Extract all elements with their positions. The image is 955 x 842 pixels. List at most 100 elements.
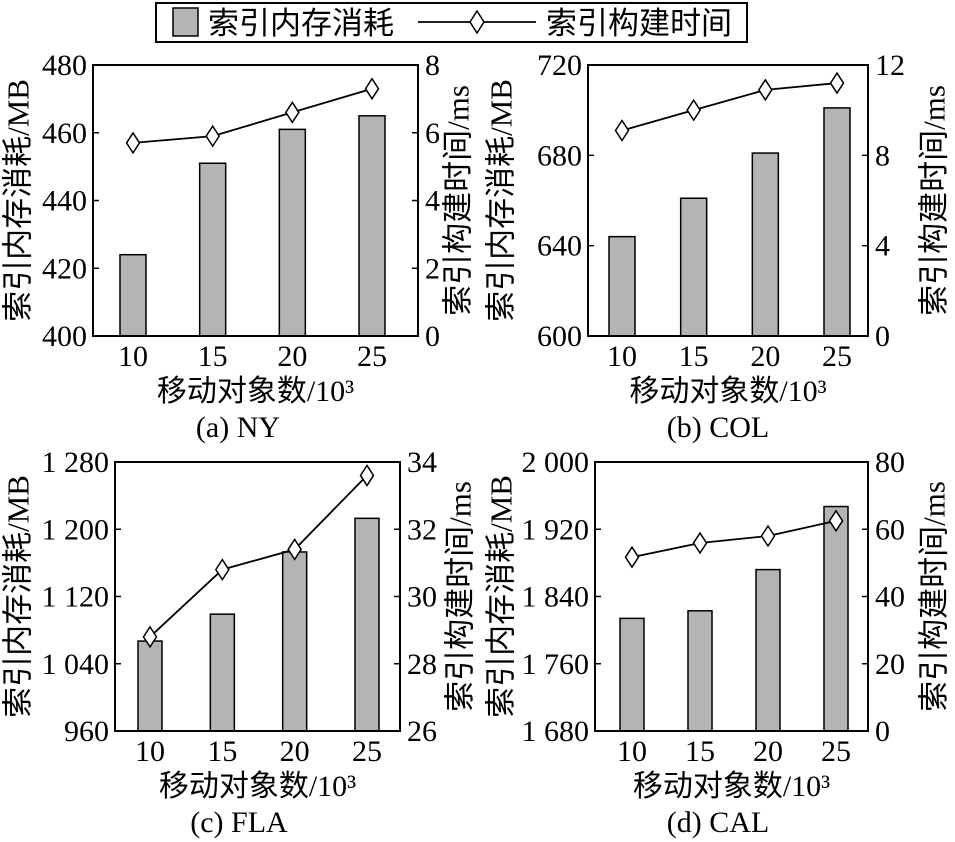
build-time-marker-10 xyxy=(142,625,158,649)
right-tick-label: 26 xyxy=(407,715,437,748)
memory-bar-20 xyxy=(278,128,307,337)
chart-panel-d: 1 680 1 760 1 840 1 920 2 000 0 20 40 60 80 10 15 20… xyxy=(484,446,952,839)
build-time-line xyxy=(132,87,373,144)
left-tick-label: 1 200 xyxy=(42,513,110,546)
build-time-marker-15 xyxy=(686,98,702,122)
x-axis-title: 移动对象数/10³ xyxy=(157,375,354,408)
legend-bar-label: 索引内存消耗 xyxy=(208,6,394,41)
x-tick-label: 25 xyxy=(822,340,852,373)
memory-bar-20 xyxy=(751,152,780,337)
build-time-marker-20 xyxy=(287,538,303,561)
legend-line-label: 索引构建时间 xyxy=(546,6,732,41)
build-time-line xyxy=(149,474,368,638)
left-tick-label: 420 xyxy=(42,252,87,285)
right-tick-label: 2 xyxy=(425,252,440,285)
build-time-marker-10 xyxy=(125,131,141,155)
right-tick-label: 60 xyxy=(875,513,905,546)
left-tick-label: 600 xyxy=(537,320,582,353)
right-tick-label: 0 xyxy=(875,715,890,748)
x-tick-label: 15 xyxy=(679,340,709,373)
memory-bar-15 xyxy=(198,162,227,337)
left-tick-label: 1 920 xyxy=(522,513,590,546)
y-axis-title-left: 索引内存消耗/MB xyxy=(484,475,519,718)
x-tick-label: 25 xyxy=(352,735,382,768)
panel-caption: (c) FLA xyxy=(190,806,288,839)
memory-bar-10 xyxy=(608,235,636,337)
right-tick-label: 0 xyxy=(875,320,890,353)
left-tick-label: 960 xyxy=(64,715,109,748)
legend-bar-swatch xyxy=(172,7,199,37)
y-axis-title-left: 索引内存消耗/MB xyxy=(1,475,36,718)
left-tick-label: 400 xyxy=(42,320,87,353)
build-time-marker-25 xyxy=(364,77,380,101)
y-axis-title-left: 索引内存消耗/MB xyxy=(1,79,36,322)
x-tick-label: 10 xyxy=(607,340,637,373)
right-tick-label: 40 xyxy=(875,581,905,614)
x-tick-label: 20 xyxy=(753,735,783,768)
y-axis-title-right: 索引构建时间/ms xyxy=(917,481,952,712)
x-tick-label: 10 xyxy=(617,735,647,768)
x-tick-label: 20 xyxy=(280,735,310,768)
build-time-marker-25 xyxy=(828,509,844,533)
build-time-marker-20 xyxy=(284,101,300,124)
chart-panel-b: 600 640 680 720 0 4 8 12 10 15 20 25 索引内存消耗/MB 索引构建时间… xyxy=(484,49,952,444)
panel-caption: (d) CAL xyxy=(667,806,769,839)
y-axis-title-right: 索引构建时间/ms xyxy=(443,481,478,712)
right-tick-label: 4 xyxy=(425,185,440,218)
build-time-marker-25 xyxy=(359,464,375,487)
memory-bar-25 xyxy=(358,115,386,337)
left-tick-label: 640 xyxy=(537,230,582,263)
build-time-marker-25 xyxy=(829,71,845,95)
left-tick-label: 460 xyxy=(42,117,87,150)
memory-bar-10 xyxy=(619,617,645,732)
x-tick-label: 20 xyxy=(277,340,307,373)
panel-caption: (a) NY xyxy=(196,411,280,444)
memory-bar-15 xyxy=(687,610,713,732)
x-tick-label: 10 xyxy=(135,735,165,768)
left-tick-label: 1 840 xyxy=(522,581,590,614)
legend: 索引内存消耗 索引构建时间 xyxy=(155,2,748,43)
x-tick-label: 25 xyxy=(357,340,387,373)
x-tick-label: 10 xyxy=(118,340,148,373)
build-time-marker-20 xyxy=(757,78,773,102)
y-axis-title-right: 索引构建时间/ms xyxy=(441,85,476,316)
memory-bar-10 xyxy=(119,253,147,337)
build-time-marker-10 xyxy=(614,119,630,142)
build-time-marker-15 xyxy=(205,124,221,148)
chart-panel-a: 400 420 440 460 480 0 2 4 6 8 10 15 20 25 索引内存消耗/MB 索引构… xyxy=(1,49,476,444)
right-tick-label: 30 xyxy=(407,581,437,614)
memory-bar-20 xyxy=(281,551,308,732)
x-tick-label: 15 xyxy=(207,735,237,768)
right-tick-label: 34 xyxy=(407,446,437,479)
right-tick-label: 8 xyxy=(875,139,890,172)
memory-bar-25 xyxy=(823,107,851,337)
y-axis-title-left: 索引内存消耗/MB xyxy=(484,79,519,322)
build-time-marker-10 xyxy=(624,545,640,569)
left-tick-label: 1 120 xyxy=(42,581,110,614)
left-tick-label: 480 xyxy=(42,49,87,82)
right-tick-label: 8 xyxy=(425,49,440,82)
y-axis-title-right: 索引构建时间/ms xyxy=(917,85,952,316)
legend-diamond-marker xyxy=(469,9,485,35)
memory-bar-10 xyxy=(137,640,163,732)
build-time-marker-15 xyxy=(692,531,708,555)
right-tick-label: 4 xyxy=(875,230,890,263)
x-tick-label: 25 xyxy=(821,735,851,768)
right-tick-label: 32 xyxy=(407,513,437,546)
memory-bar-15 xyxy=(679,197,708,337)
build-time-marker-15 xyxy=(214,558,230,581)
build-time-marker-20 xyxy=(760,524,776,548)
x-tick-label: 15 xyxy=(685,735,715,768)
x-axis-title: 移动对象数/10³ xyxy=(159,770,356,803)
right-tick-label: 20 xyxy=(875,648,905,681)
memory-bar-15 xyxy=(209,613,236,732)
panel-caption: (b) COL xyxy=(667,411,769,444)
chart-panel-c: 960 1 040 1 120 1 200 1 280 26 28 30 32 34 10 15 20 2… xyxy=(1,446,478,839)
right-tick-label: 28 xyxy=(407,648,437,681)
left-tick-label: 1 680 xyxy=(522,715,590,748)
left-tick-label: 1 760 xyxy=(522,648,590,681)
memory-bar-20 xyxy=(755,568,781,732)
right-tick-label: 80 xyxy=(875,446,905,479)
left-tick-label: 1 280 xyxy=(42,446,110,479)
